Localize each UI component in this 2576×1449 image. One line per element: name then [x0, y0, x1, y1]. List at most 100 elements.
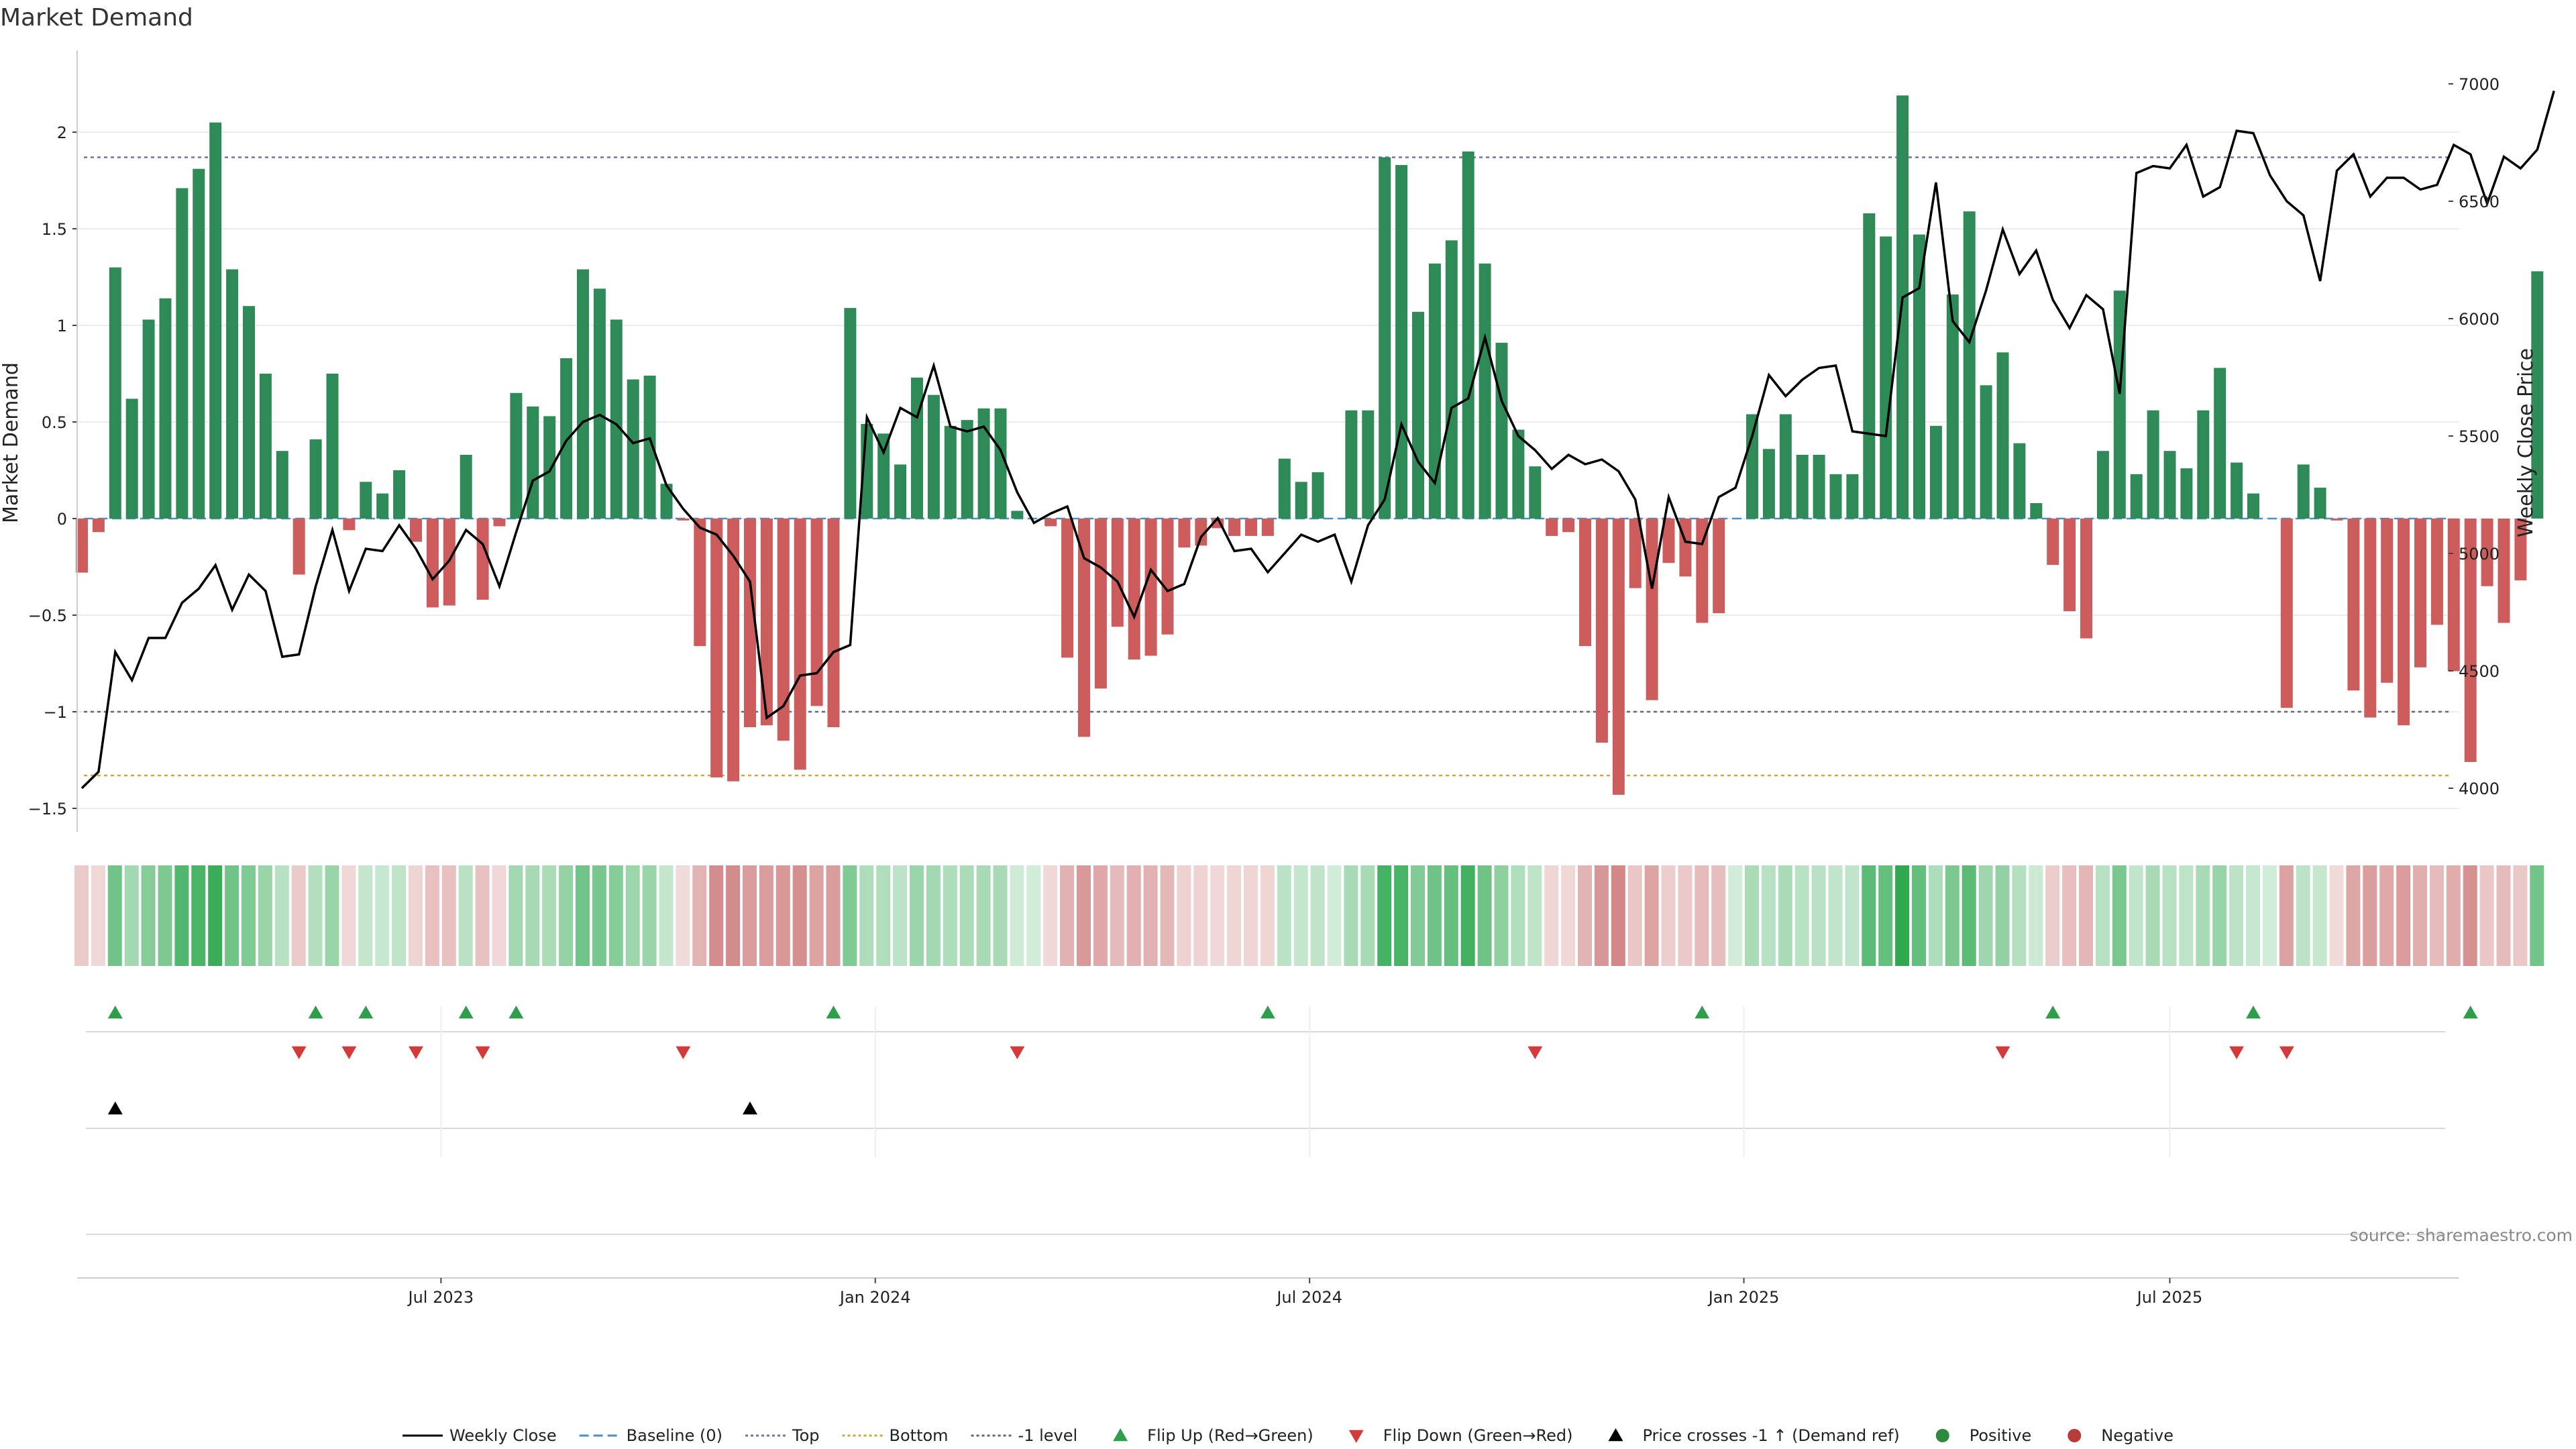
heat-cell-67	[1193, 865, 1208, 966]
flip-down-marker-6	[1527, 1046, 1543, 1059]
demand-bar-104	[1813, 455, 1825, 519]
flip-up-marker-2	[358, 1006, 374, 1019]
heat-cell-23	[458, 865, 473, 966]
heat-cell-84	[1477, 865, 1492, 966]
demand-bar-142	[2447, 519, 2460, 672]
demand-bar-44	[810, 519, 823, 706]
heat-cell-129	[2229, 865, 2244, 966]
demand-bar-117	[2030, 503, 2043, 519]
heat-cell-95	[1661, 865, 1676, 966]
heat-cell-28	[542, 865, 557, 966]
demand-bar-93	[1629, 519, 1642, 588]
demand-bar-115	[1996, 352, 2009, 519]
flip-down-marker-9	[2279, 1046, 2294, 1059]
demand-bar-123	[2130, 474, 2143, 519]
heat-cell-77	[1360, 865, 1375, 966]
heat-cell-105	[1828, 865, 1843, 966]
x-axis-ticks: Jul 2023 Jan 2024 Jul 2024 Jan 2025 Jul 2025	[407, 1278, 2202, 1307]
heat-cell-96	[1678, 865, 1693, 966]
demand-bar-37	[694, 519, 706, 647]
flip-up-marker-9	[2246, 1006, 2261, 1019]
demand-bar-78	[1379, 157, 1391, 519]
legend-item-0: Weekly Close	[402, 1426, 557, 1445]
demand-bar-134	[2314, 487, 2326, 519]
heat-cell-13	[291, 865, 306, 966]
flip-up-marker-10	[2463, 1006, 2478, 1019]
right-axis-ticks: 7000 6500 6000 5500 5000 4500 4000	[2449, 75, 2500, 798]
demand-bar-7	[193, 168, 205, 519]
weekly-close-line	[80, 91, 2555, 790]
demand-bar-48	[877, 433, 890, 519]
heat-cell-138	[2379, 865, 2394, 966]
heat-cell-36	[676, 865, 690, 966]
heat-cell-146	[2513, 865, 2528, 966]
demand-bar-119	[2063, 519, 2076, 612]
demand-bar-74	[1311, 472, 1324, 519]
x-tick-label-2: Jul 2024	[1275, 1288, 1342, 1307]
heat-cell-14	[308, 865, 323, 966]
right-tick-label-2: 6000	[2459, 310, 2500, 329]
demand-bar-5	[159, 298, 172, 519]
demand-bar-27	[527, 407, 539, 519]
heat-cell-20	[409, 865, 423, 966]
heat-cell-56	[1010, 865, 1024, 966]
heat-cell-80	[1411, 865, 1425, 966]
demand-bar-23	[460, 455, 472, 519]
heat-cell-29	[559, 865, 574, 966]
heat-cell-133	[2296, 865, 2310, 966]
legend: Weekly Close Baseline (0) Top Bottom -1 leve…	[402, 1426, 2174, 1445]
right-tick-label-4: 5000	[2459, 545, 2500, 564]
demand-bar-15	[326, 374, 339, 519]
heat-cell-122	[2112, 865, 2127, 966]
heat-cell-42	[775, 865, 790, 966]
flip-down-marker-5	[1010, 1046, 1025, 1059]
legend-item-2: Top	[745, 1426, 820, 1445]
demand-bar-132	[2280, 519, 2293, 708]
heat-cell-137	[2363, 865, 2377, 966]
demand-bar-29	[560, 358, 573, 519]
heat-cell-7	[191, 865, 206, 966]
right-tick-label-6: 4000	[2459, 780, 2500, 798]
demand-bar-137	[2364, 519, 2377, 718]
heat-cell-72	[1277, 865, 1291, 966]
heat-cell-9	[225, 865, 239, 966]
heat-cell-37	[692, 865, 707, 966]
legend-label-3: Bottom	[890, 1426, 949, 1445]
heat-cell-31	[592, 865, 606, 966]
flip-down-marker-4	[676, 1046, 691, 1059]
heat-cell-25	[492, 865, 506, 966]
demand-bar-33	[627, 379, 639, 519]
demand-bar-26	[510, 392, 523, 519]
heat-cell-30	[576, 865, 590, 966]
heat-cell-108	[1878, 865, 1893, 966]
demand-bar-43	[794, 519, 806, 770]
heat-cell-118	[2045, 865, 2060, 966]
demand-bar-85	[1495, 342, 1508, 519]
demand-bar-139	[2398, 519, 2410, 726]
heat-cell-123	[2129, 865, 2143, 966]
demand-bar-61	[1094, 519, 1107, 689]
demand-bar-20	[410, 519, 422, 542]
heat-cell-115	[1995, 865, 2010, 966]
heat-cell-88	[1544, 865, 1559, 966]
legend-item-9: Negative	[2068, 1426, 2174, 1445]
heat-cell-60	[1077, 865, 1091, 966]
demand-bar-54	[977, 408, 990, 519]
heat-cell-51	[926, 865, 941, 966]
heat-cell-52	[943, 865, 957, 966]
demand-bar-64	[1144, 519, 1157, 656]
demand-bar-41	[760, 519, 773, 726]
heat-cell-135	[2329, 865, 2344, 966]
heat-cell-91	[1594, 865, 1609, 966]
flip-down-marker-1	[341, 1046, 357, 1059]
demand-bar-120	[2080, 519, 2092, 639]
heat-cell-59	[1060, 865, 1075, 966]
demand-bar-140	[2414, 519, 2426, 667]
demand-bar-110	[1913, 234, 1925, 519]
heat-cell-62	[1110, 865, 1124, 966]
heat-cell-43	[792, 865, 807, 966]
demand-bar-90	[1579, 519, 1591, 647]
heat-cell-15	[325, 865, 339, 966]
demand-bar-147	[2531, 271, 2544, 519]
demand-bar-126	[2180, 468, 2193, 519]
